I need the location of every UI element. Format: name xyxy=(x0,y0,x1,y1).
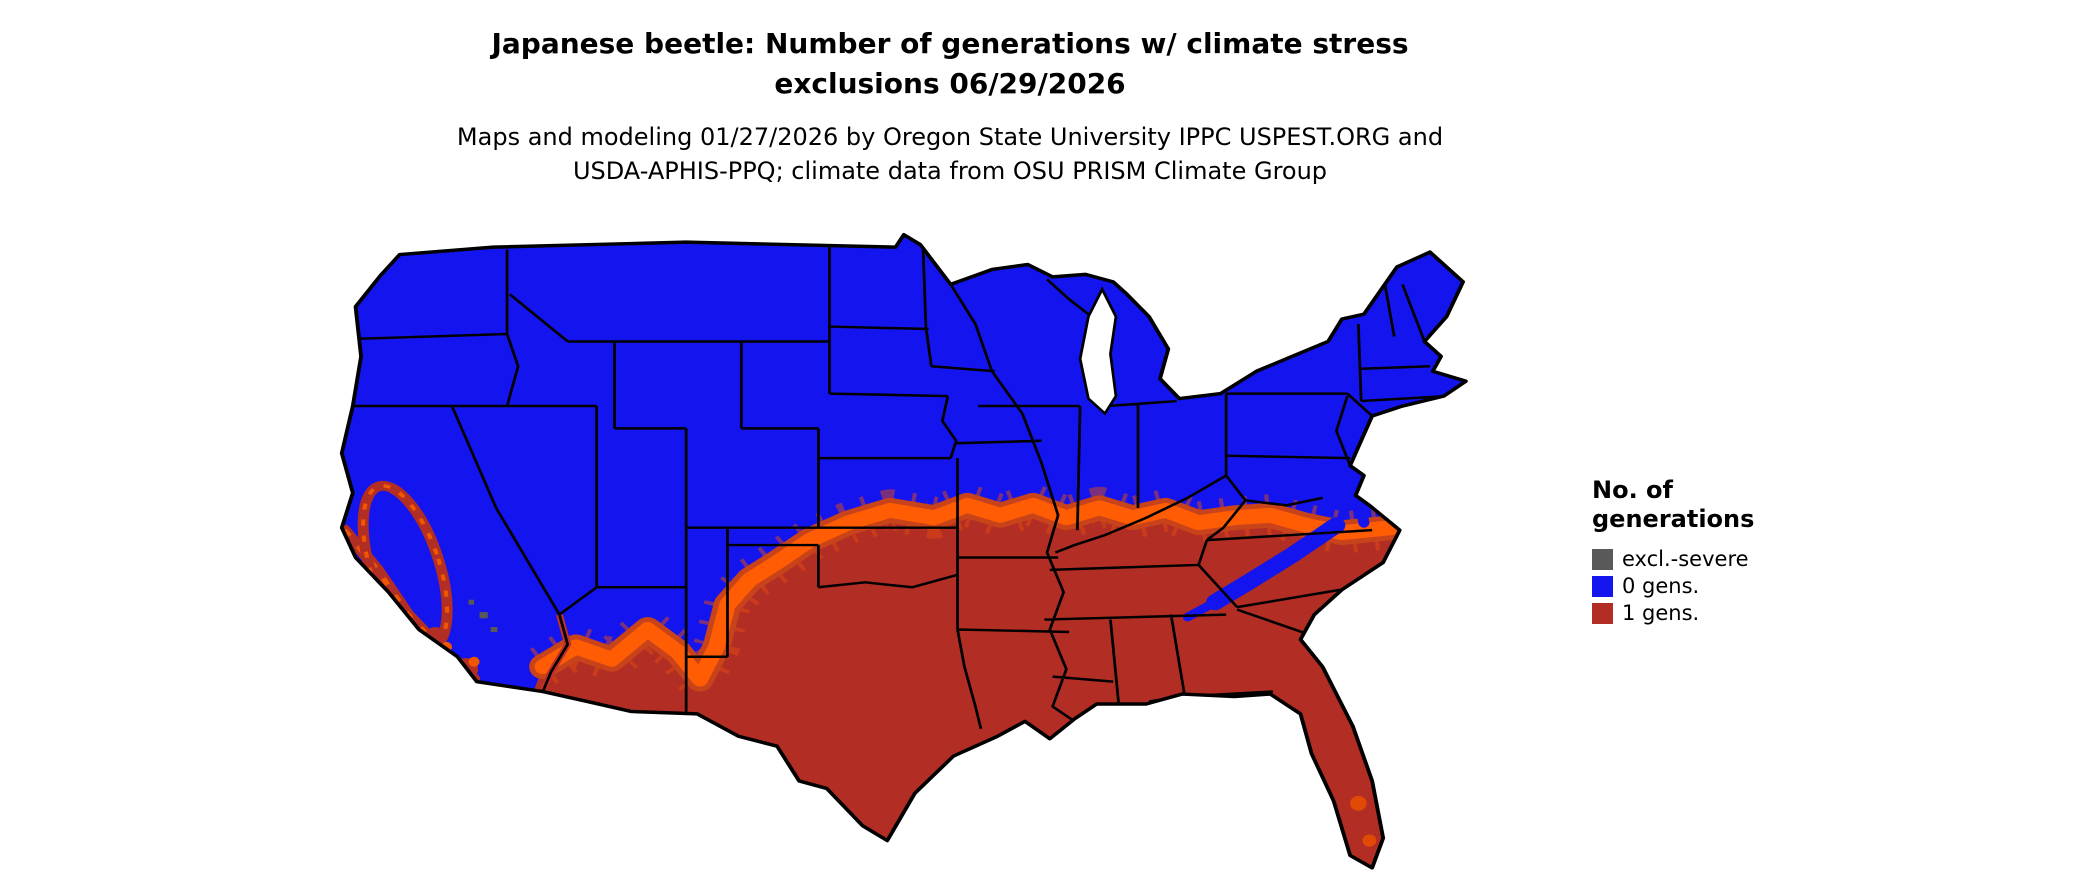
us-generations-map xyxy=(328,226,1554,884)
state-borders xyxy=(347,247,1447,730)
figure-title-line1: Japanese beetle: Number of generations w… xyxy=(491,27,1409,60)
legend-item-excluded: excl.-severe xyxy=(1592,546,1872,573)
us-map-svg xyxy=(339,232,1468,870)
florida-orange-patch-2 xyxy=(1362,834,1377,847)
figure-subtitle-line2: USDA-APHIS-PPQ; climate data from OSU PR… xyxy=(572,157,1328,185)
legend-swatch-excluded xyxy=(1592,549,1613,570)
appalachian-blue-wedge xyxy=(1206,517,1346,611)
us-outline xyxy=(339,232,1468,870)
figure-subtitle-line1: Maps and modeling 01/27/2026 by Oregon S… xyxy=(456,123,1444,151)
figure-header: Japanese beetle: Number of generations w… xyxy=(0,24,1900,188)
california-valley-ring-orange xyxy=(361,483,450,651)
lake-michigan xyxy=(1078,286,1118,416)
legend-item-0-gens: 0 gens. xyxy=(1592,573,1872,600)
legend-title-line2: generations xyxy=(1592,505,1755,533)
florida-orange-patch-1 xyxy=(1350,795,1367,811)
figure-title-line2: exclusions 06/29/2026 xyxy=(774,67,1126,100)
excluded-severe-specks xyxy=(468,599,498,632)
legend: No. of generations excl.-severe 0 gens. … xyxy=(1592,476,1872,627)
legend-label-excluded: excl.-severe xyxy=(1622,547,1749,571)
legend-title-line1: No. of xyxy=(1592,476,1673,504)
legend-label-0-gens: 0 gens. xyxy=(1622,574,1700,598)
legend-swatch-1-gens xyxy=(1592,603,1613,624)
legend-item-1-gens: 1 gens. xyxy=(1592,600,1872,627)
legend-items: excl.-severe 0 gens. 1 gens. xyxy=(1592,546,1872,627)
legend-swatch-0-gens xyxy=(1592,576,1613,597)
socal-orange-dot-2 xyxy=(468,656,480,667)
legend-label-1-gens: 1 gens. xyxy=(1622,601,1700,625)
